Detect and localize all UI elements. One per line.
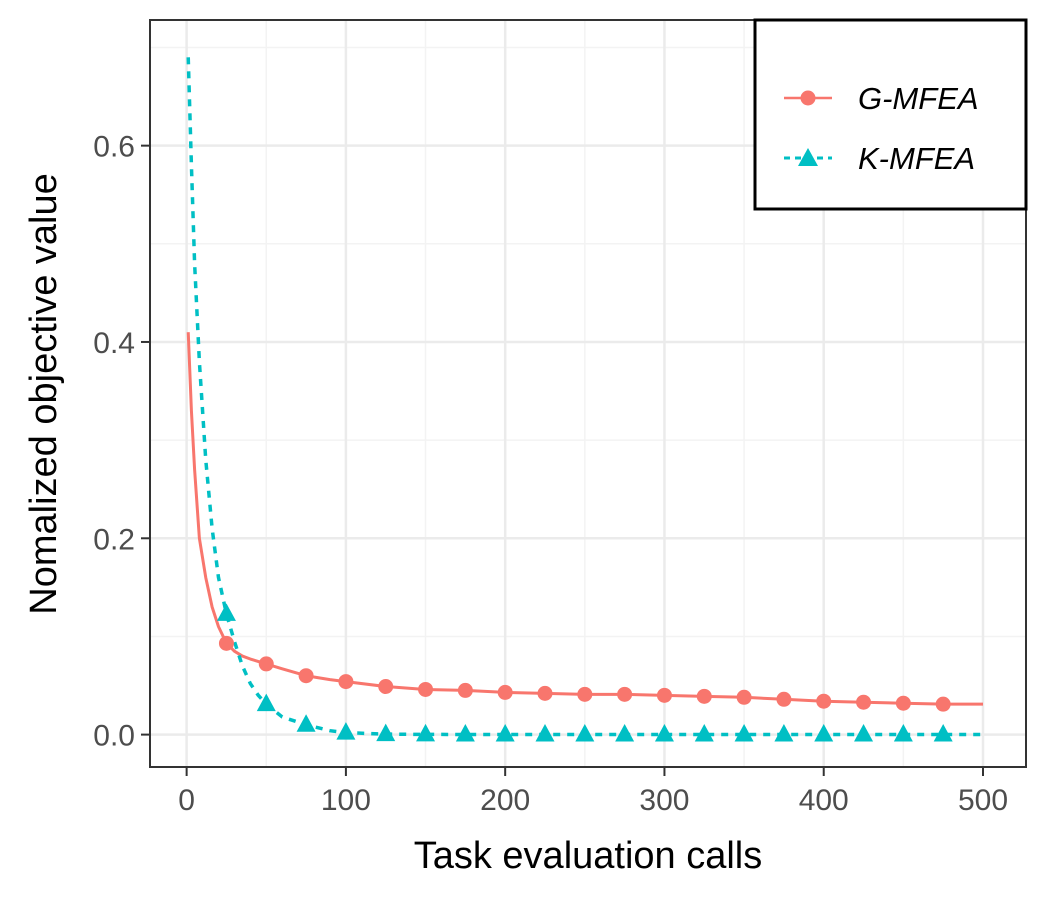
data-point-k-mfea (893, 724, 913, 742)
data-point-g-mfea (895, 695, 911, 711)
data-point-g-mfea (457, 682, 473, 698)
y-tick-label: 0.2 (93, 523, 135, 556)
legend-key-marker-k-mfea (798, 148, 818, 166)
data-point-k-mfea (296, 714, 316, 732)
x-tick-label: 100 (321, 784, 371, 817)
y-tick-label: 0.6 (93, 131, 135, 164)
data-point-g-mfea (816, 693, 832, 709)
x-tick-label: 500 (958, 784, 1008, 817)
data-point-g-mfea (776, 691, 792, 707)
data-point-k-mfea (216, 603, 236, 621)
data-point-k-mfea (654, 724, 674, 742)
y-tick-label: 0.0 (93, 720, 135, 753)
legend-box (753, 18, 1028, 211)
data-point-k-mfea (376, 723, 396, 742)
data-point-k-mfea (575, 724, 595, 742)
data-point-k-mfea (774, 724, 794, 742)
data-point-k-mfea (455, 724, 475, 742)
data-point-g-mfea (378, 679, 394, 695)
data-point-k-mfea (814, 724, 834, 742)
legend-label-g-mfea: G-MFEA (858, 81, 979, 116)
data-point-g-mfea (338, 674, 354, 690)
plot-panel-border (149, 19, 1027, 768)
data-point-k-mfea (694, 724, 714, 742)
data-point-k-mfea (535, 724, 555, 742)
data-point-k-mfea (854, 724, 874, 742)
y-tick-label: 0.4 (93, 327, 135, 360)
data-point-g-mfea (218, 635, 234, 651)
data-point-k-mfea (256, 693, 276, 712)
data-point-g-mfea (617, 686, 633, 702)
data-point-g-mfea (736, 689, 752, 705)
data-point-k-mfea (933, 724, 953, 742)
axes: 0 100 200 300 400 500 0.0 0.2 0.4 0.6 (93, 131, 1008, 817)
x-axis-title: Task evaluation calls (414, 835, 763, 877)
data-point-k-mfea (495, 724, 515, 742)
data-point-k-mfea (416, 723, 436, 742)
data-point-g-mfea (856, 694, 872, 710)
x-tick-label: 200 (480, 784, 530, 817)
data-point-k-mfea (336, 722, 356, 740)
legend-label-k-mfea: K-MFEA (858, 141, 975, 176)
data-point-g-mfea (696, 688, 712, 704)
data-point-g-mfea (298, 668, 314, 684)
legend: G-MFEA K-MFEA (753, 18, 1028, 211)
x-tick-label: 0 (178, 784, 195, 817)
data-point-k-mfea (615, 724, 635, 742)
x-tick-label: 400 (799, 784, 849, 817)
data-point-g-mfea (497, 684, 513, 700)
data-point-g-mfea (537, 685, 553, 701)
y-axis-title: Nomalized objective value (23, 173, 65, 614)
data-point-g-mfea (656, 687, 672, 703)
data-point-k-mfea (734, 724, 754, 742)
series-markers (216, 603, 953, 742)
data-point-g-mfea (577, 686, 593, 702)
x-tick-label: 300 (639, 784, 689, 817)
data-point-g-mfea (935, 696, 951, 712)
data-point-g-mfea (258, 656, 274, 672)
legend-key-marker-g-mfea (800, 90, 816, 106)
data-point-g-mfea (418, 681, 434, 697)
